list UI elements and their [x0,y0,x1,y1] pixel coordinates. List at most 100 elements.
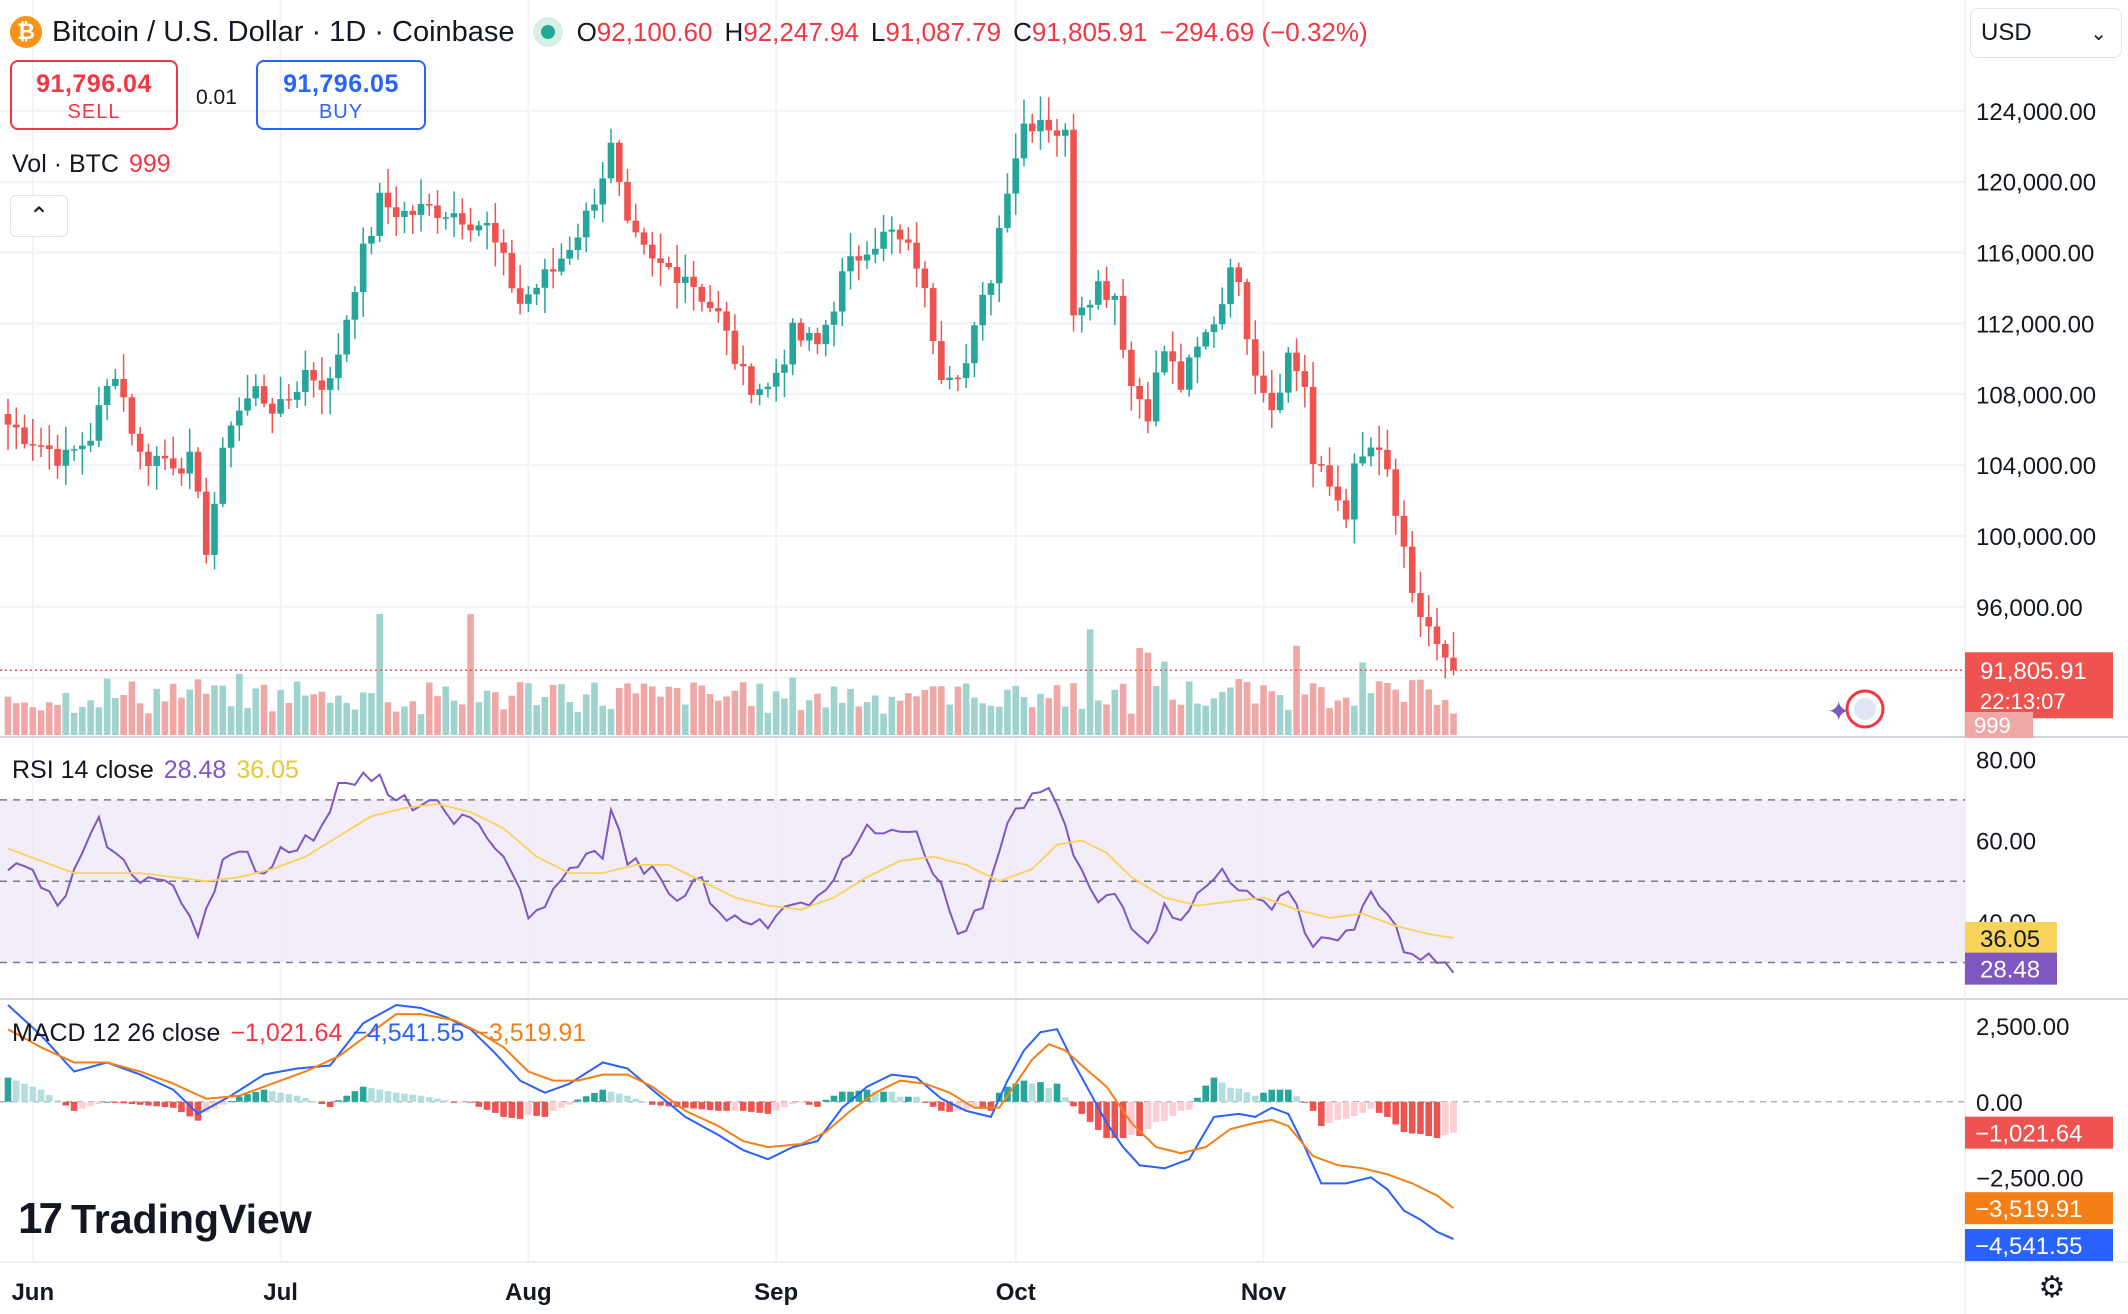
macd-histogram-bar [648,1101,656,1105]
macd-histogram-bar [558,1101,565,1108]
sell-button[interactable]: 91,796.04 SELL [10,60,178,130]
candle-body [326,378,334,390]
volume-bar [748,705,755,735]
countdown-label: 22:13:07 [1980,689,2066,714]
macd-histogram-bar [1408,1101,1416,1134]
candle-body [459,213,466,225]
macd-axis-tick-label: 0.00 [1976,1090,2023,1117]
volume-bar [533,705,540,735]
candle-body [1177,361,1185,390]
volume-bar [1243,681,1251,735]
currency-select[interactable]: USD ⌄ [1970,8,2122,58]
volume-bar [896,700,904,735]
volume-bar [971,697,978,735]
volume-bar [979,703,986,735]
macd-histogram-bar [971,1101,978,1107]
gear-icon[interactable]: ⚙ [2038,1271,2066,1304]
macd-histogram-bar [814,1101,821,1107]
macd-histogram-bar [723,1101,730,1111]
volume-legend-value: 999 [128,150,171,178]
macd-histogram-bar [1111,1101,1119,1139]
macd-legend[interactable]: MACD 12 26 close −1,021.64 −4,541.55 −3,519… [12,1019,587,1047]
macd-histogram-bar [128,1101,136,1105]
volume-bar [1334,700,1342,735]
rsi-axis-label: 28.48 [1980,957,2040,984]
chevron-down-icon: ⌄ [2090,23,2107,45]
macd-histogram-bar [1285,1089,1292,1102]
symbol-title[interactable]: Bitcoin / U.S. Dollar · 1D · Coinbase [52,15,515,48]
volume-bar [905,693,912,735]
volume-bar [739,682,747,735]
macd-histogram-bar [962,1101,970,1110]
volume-bar [549,685,557,735]
candle-body [1144,399,1152,422]
volume-legend[interactable]: Vol · BTC 999 [12,150,171,178]
candle-body [715,308,722,312]
macd-histogram-bar [178,1101,185,1113]
volume-bar [169,683,177,735]
volume-bar [376,613,383,735]
volume-bar [112,698,119,735]
candle-body [21,427,28,445]
volume-bar [95,707,103,735]
macd-histogram-bar [1045,1088,1053,1102]
volume-bar [1028,707,1036,735]
candle-body [706,301,714,309]
macd-histogram-bar [830,1095,838,1102]
candle-body [1260,375,1267,393]
macd-histogram-bar [227,1101,235,1103]
price-axis-tick-label: 104,000.00 [1976,453,2096,480]
tradingview-logo-text: TradingView [70,1195,312,1242]
volume-bar [1309,683,1317,735]
macd-histogram-bar [715,1101,722,1111]
tradingview-logo[interactable]: 17 TradingView [18,1194,312,1244]
macd-histogram-bar [698,1101,706,1110]
rsi-legend[interactable]: RSI 14 close 28.48 36.05 [12,756,299,784]
volume-bar [558,684,565,735]
macd-histogram-bar [87,1101,94,1107]
candle-body [739,363,747,367]
candle-body [723,311,730,331]
candle-body [1152,372,1160,422]
macd-histogram-bar [1095,1101,1102,1130]
candle-body [1020,123,1028,159]
macd-histogram-bar [706,1101,714,1111]
candle-body [467,224,474,231]
collapse-legend-button[interactable]: ⌃ [10,195,68,237]
macd-histogram-bar [1210,1077,1218,1102]
volume-bar [1384,683,1391,735]
macd-histogram-bar [1367,1101,1375,1109]
volume-bar [252,688,260,735]
macd-histogram-bar [186,1101,194,1117]
volume-bar [789,677,796,735]
macd-histogram-bar [1194,1097,1201,1102]
candle-body [1342,500,1350,520]
macd-histogram-bar [1293,1096,1300,1102]
buy-button[interactable]: 91,796.05 BUY [256,60,426,130]
volume-bar [772,691,780,735]
last-price-label: 91,805.91 [1980,658,2087,685]
candle-body [1037,120,1044,132]
signal-axis-label: −3,519.91 [1975,1196,2082,1223]
macd-histogram-bar [459,1101,466,1103]
macd-histogram-bar [1268,1089,1276,1102]
candle-body [549,269,557,272]
volume-bar [70,712,78,735]
volume-bar [872,695,879,735]
macd-histogram-bar [516,1101,524,1119]
candle-body [260,386,268,404]
macd-histogram-bar [872,1091,879,1102]
candle-body [1061,129,1069,136]
macd-histogram-bar [492,1101,499,1113]
macd-histogram-bar [368,1088,375,1102]
volume-bar [1210,698,1218,735]
volume-bar [194,679,202,735]
candle-body [615,142,623,182]
candle-body [888,229,896,232]
volume-bar [1367,693,1375,735]
macd-histogram-bar [475,1101,483,1107]
candle-body [607,142,615,179]
volume-bar [1276,695,1284,735]
volume-bar [822,707,830,735]
